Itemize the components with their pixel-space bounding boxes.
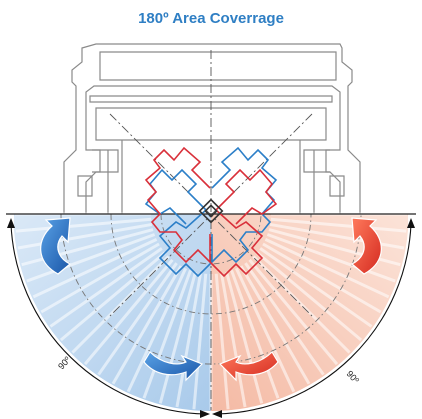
radial-ray — [262, 242, 382, 314]
radial-ray — [225, 271, 264, 404]
radial-ray — [83, 258, 174, 366]
diagram-title: 180º Area Coverrage — [138, 10, 284, 27]
radial-ray — [126, 267, 188, 393]
radial-ray — [71, 255, 170, 354]
radial-ray — [269, 222, 405, 250]
radial-ray — [270, 217, 407, 233]
axis-lines — [109, 50, 313, 410]
radial-ray — [15, 217, 152, 233]
red-detection-outline — [144, 146, 278, 278]
angle-arrowheads — [7, 218, 415, 418]
radial-ray — [142, 269, 192, 399]
radial-ray — [234, 267, 296, 393]
radial-ray — [239, 265, 311, 385]
device-housing — [63, 43, 361, 215]
radial-ray — [158, 271, 197, 404]
radial-ray — [192, 273, 208, 410]
radial-ray — [214, 273, 230, 410]
radial-ray — [219, 272, 247, 408]
radial-ray — [17, 222, 153, 250]
radial-ray — [266, 233, 396, 283]
radial-ray — [230, 269, 280, 399]
right-angle-label: 90º — [345, 369, 362, 386]
radial-ray — [252, 255, 351, 354]
sensor-center-icon — [198, 198, 224, 224]
radial-ray — [244, 262, 325, 376]
radial-ray — [32, 237, 158, 299]
range-arcs — [60, 213, 362, 365]
radial-ray — [111, 265, 183, 385]
radial-ray — [259, 247, 373, 328]
rotate-arrow-icon — [40, 217, 382, 382]
radial-ray — [49, 247, 163, 328]
radial-ray — [175, 272, 203, 408]
angle-dimension-arcs — [10, 223, 412, 415]
radial-ray — [40, 242, 160, 314]
radial-ray — [264, 237, 390, 299]
radial-ray — [97, 262, 178, 376]
radial-ray — [248, 258, 339, 366]
radial-ray — [26, 233, 156, 283]
radial-ray — [255, 251, 363, 342]
radial-ray — [59, 251, 167, 342]
